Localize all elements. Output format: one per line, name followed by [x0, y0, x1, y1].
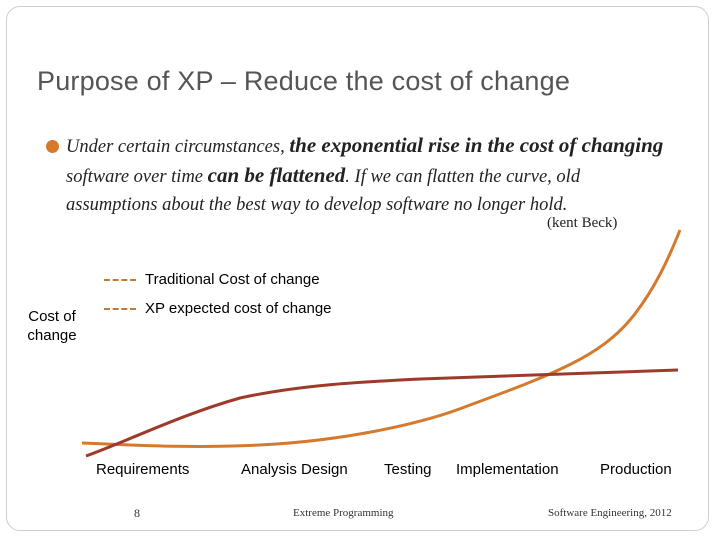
legend-dash-xp — [104, 308, 136, 310]
slide-title: Purpose of XP – Reduce the cost of chang… — [37, 66, 571, 96]
footer-right: Software Engineering, 2012 — [548, 507, 672, 519]
bullet-text-emphasis-1: the exponential rise in the cost of chan… — [289, 133, 664, 157]
footer-center: Extreme Programming — [293, 507, 394, 519]
page-number: 8 — [134, 506, 140, 520]
legend-label-xp: XP expected cost of change — [145, 300, 332, 317]
bullet-text-emphasis-2: can be flattened — [207, 163, 346, 187]
phase-label-analysis-design: Analysis Design — [241, 461, 348, 478]
xp-cost-curve — [85, 368, 679, 458]
bullet-text-part5: . If we can flatten the curve, old assum… — [66, 167, 581, 215]
bullet-text: Under certain circumstances, the exponen… — [66, 131, 676, 219]
bullet-text-part3: software over time — [66, 167, 208, 187]
bullet-text-part1: Under certain circumstances, — [66, 137, 290, 157]
traditional-cost-curve — [81, 229, 682, 448]
legend-label-traditional: Traditional Cost of change — [145, 271, 320, 288]
phase-label-testing: Testing — [384, 461, 432, 478]
legend-dash-traditional — [104, 279, 136, 281]
bullet-icon — [46, 140, 59, 153]
phase-label-requirements: Requirements — [96, 461, 190, 478]
slide-frame — [6, 6, 709, 531]
phase-label-implementation: Implementation — [456, 461, 559, 478]
y-axis-label: Cost of change — [27, 308, 77, 344]
phase-label-production: Production — [600, 461, 672, 478]
citation: (kent Beck) — [547, 215, 618, 231]
